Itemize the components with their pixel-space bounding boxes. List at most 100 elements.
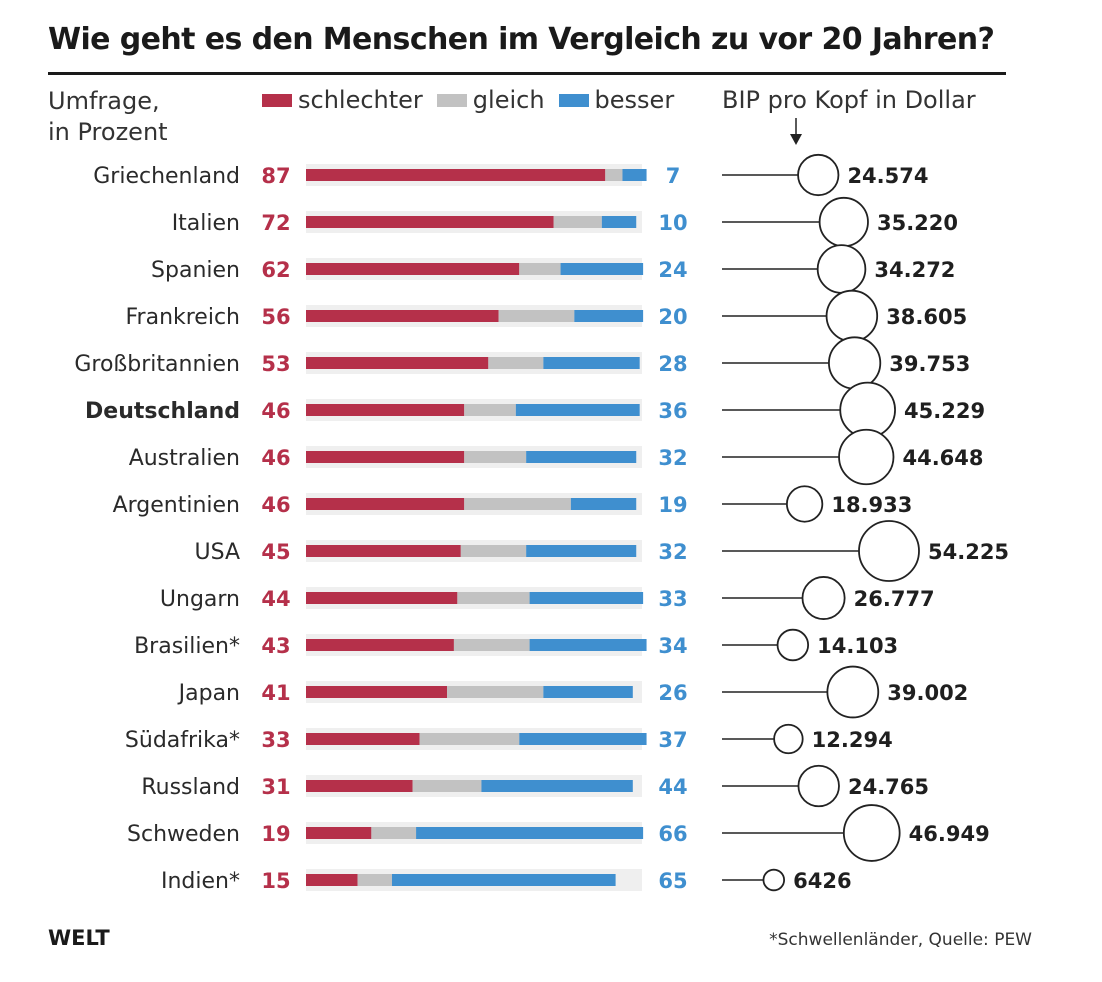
bar-segment-schlechter: [306, 451, 465, 463]
legend-item-gleich: gleich: [436, 86, 545, 114]
country-label: Ungarn: [160, 587, 240, 612]
value-label-schlechter: 56: [261, 305, 290, 329]
value-label-schlechter: 53: [261, 352, 290, 376]
welt-logo: WELT: [48, 926, 110, 950]
bip-value-label: 14.103: [817, 634, 898, 658]
value-label-schlechter: 87: [261, 164, 290, 188]
bar-segment-schlechter: [306, 686, 448, 698]
country-label: USA: [194, 540, 240, 565]
value-label-schlechter: 45: [261, 540, 290, 564]
country-label: Griechenland: [93, 164, 240, 189]
bar-segment-besser: [526, 545, 637, 557]
bar-segment-besser: [543, 357, 640, 369]
bip-value-label: 38.605: [886, 305, 967, 329]
subtitle-line-2: in Prozent: [48, 118, 168, 146]
bar-segment-schlechter: [306, 310, 499, 322]
bar-segment-gleich: [419, 733, 520, 745]
bar-segment-schlechter: [306, 169, 606, 181]
bar-segment-schlechter: [306, 827, 372, 839]
value-label-besser: 10: [658, 211, 687, 235]
value-label-schlechter: 43: [261, 634, 290, 658]
bip-bubble: [818, 196, 869, 248]
bar-segment-gleich: [447, 686, 544, 698]
bar-segment-schlechter: [306, 357, 489, 369]
value-label-schlechter: 46: [261, 493, 290, 517]
bar-segment-gleich: [464, 404, 516, 416]
bar-segment-schlechter: [306, 639, 454, 651]
bar-segment-besser: [574, 310, 644, 322]
source-footnote: *Schwellenländer, Quelle: PEW: [769, 930, 1032, 950]
bip-value-label: 6426: [793, 869, 851, 893]
legend-label-gleich: gleich: [472, 86, 545, 114]
country-label: Australien: [129, 446, 240, 471]
value-label-schlechter: 15: [261, 869, 290, 893]
legend-swatch-gleich: [436, 93, 467, 107]
bip-bubble: [842, 804, 901, 862]
bip-bubble: [838, 428, 895, 486]
bar-segment-besser: [529, 639, 647, 651]
bar-segment-besser: [481, 780, 633, 792]
value-label-besser: 37: [658, 728, 687, 752]
country-label: Indien*: [161, 869, 240, 894]
value-label-besser: 28: [658, 352, 687, 376]
bip-arrow-head: [790, 134, 802, 145]
bip-value-label: 46.949: [909, 822, 990, 846]
title-rule: [48, 72, 1006, 75]
value-label-schlechter: 33: [261, 728, 290, 752]
bar-segment-gleich: [605, 169, 623, 181]
bip-value-label: 35.220: [877, 211, 958, 235]
country-label: Japan: [177, 681, 240, 706]
bar-segment-gleich: [519, 263, 561, 275]
value-label-schlechter: 72: [261, 211, 290, 235]
value-label-besser: 33: [658, 587, 687, 611]
bip-value-label: 18.933: [831, 493, 912, 517]
bip-value-label: 39.753: [889, 352, 970, 376]
value-label-schlechter: 46: [261, 446, 290, 470]
bar-segment-schlechter: [306, 592, 458, 604]
bip-value-label: 26.777: [854, 587, 935, 611]
bar-segment-gleich: [553, 216, 602, 228]
bip-bubble: [797, 764, 840, 808]
legend-item-besser: besser: [558, 86, 675, 114]
legend-label-besser: besser: [594, 86, 675, 114]
country-label: Großbritannien: [74, 352, 240, 377]
legend-swatch-schlechter: [262, 93, 292, 107]
value-label-schlechter: 31: [261, 775, 290, 799]
bip-bubble: [773, 723, 804, 755]
bar-segment-schlechter: [306, 263, 520, 275]
value-label-besser: 34: [658, 634, 687, 658]
bar-segment-gleich: [457, 592, 530, 604]
value-label-besser: 32: [658, 446, 687, 470]
value-label-schlechter: 46: [261, 399, 290, 423]
country-label: Südafrika*: [125, 728, 240, 753]
bip-value-label: 24.574: [847, 164, 928, 188]
value-label-besser: 65: [658, 869, 687, 893]
value-label-besser: 19: [658, 493, 687, 517]
bar-segment-gleich: [460, 545, 527, 557]
bar-segment-besser: [416, 827, 644, 839]
country-label: Spanien: [151, 258, 240, 283]
bar-segment-schlechter: [306, 874, 358, 886]
bar-segment-schlechter: [306, 733, 420, 745]
bip-bubble: [826, 665, 880, 719]
bip-bubble: [785, 485, 824, 523]
bip-value-label: 54.225: [928, 540, 1009, 564]
value-label-besser: 44: [658, 775, 687, 799]
bip-bubble: [825, 289, 879, 343]
value-label-besser: 7: [666, 164, 681, 188]
bar-segment-besser: [392, 874, 616, 886]
bar-segment-besser: [622, 169, 647, 181]
bip-bubble: [797, 153, 840, 197]
bip-bubble: [776, 628, 810, 662]
bar-segment-besser: [515, 404, 640, 416]
country-label: Schweden: [127, 822, 240, 847]
country-label: Brasilien*: [134, 634, 240, 659]
bar-segment-besser: [519, 733, 647, 745]
bip-bubble: [801, 576, 846, 620]
bar-segment-gleich: [488, 357, 544, 369]
bip-bubble: [828, 336, 882, 390]
value-label-schlechter: 19: [261, 822, 290, 846]
country-label: Argentinien: [113, 493, 240, 518]
bar-segment-gleich: [464, 451, 527, 463]
bar-segment-gleich: [498, 310, 575, 322]
